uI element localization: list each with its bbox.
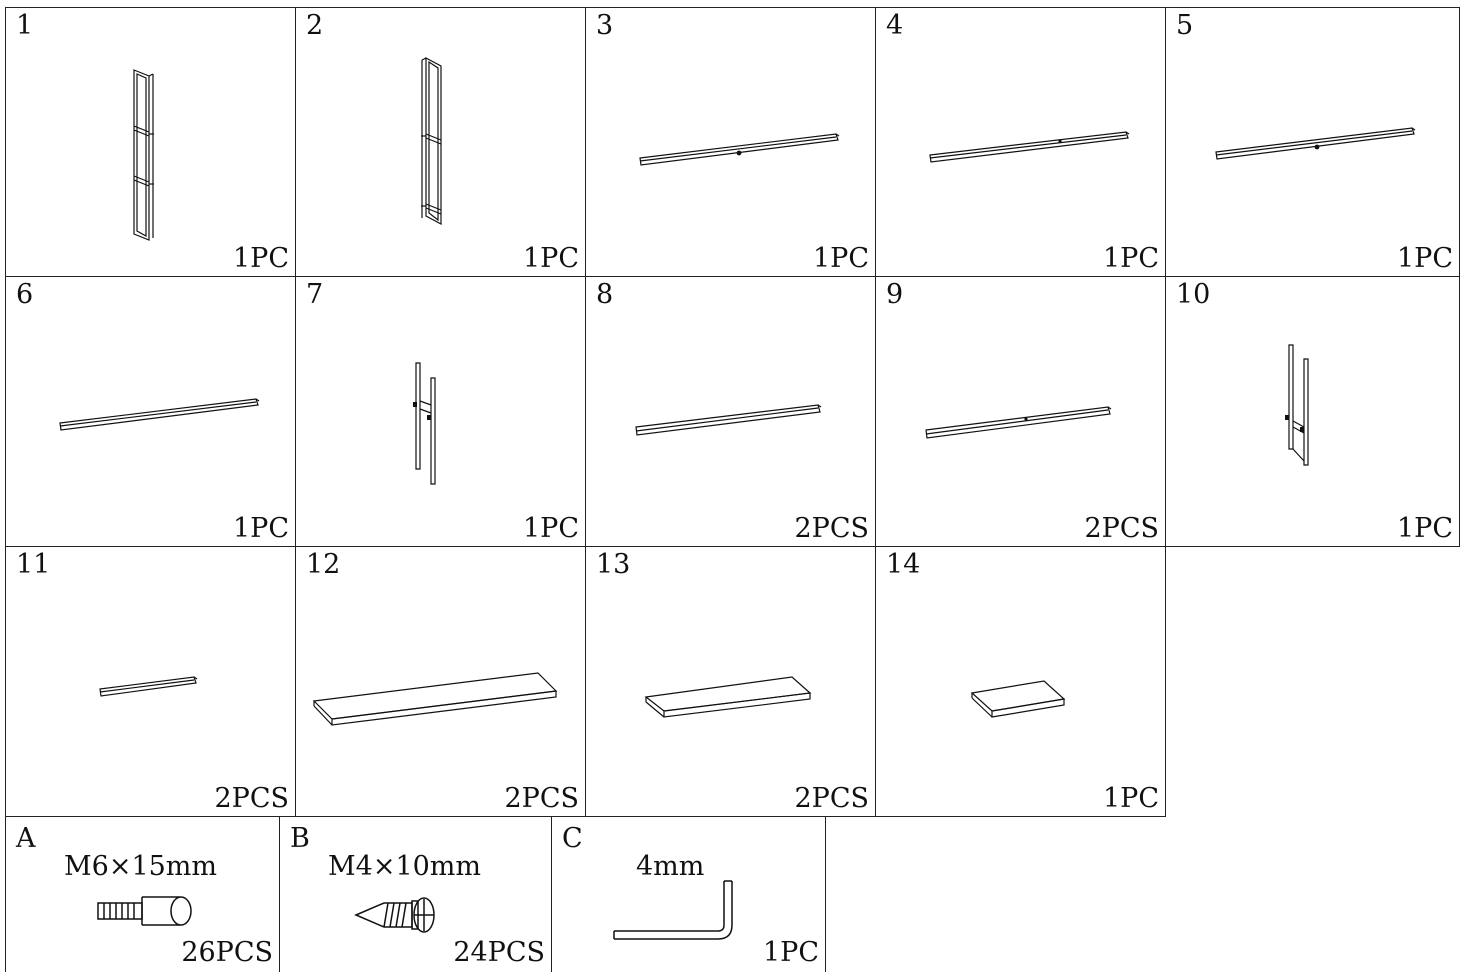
side-frame-left-icon: [6, 8, 295, 276]
part-cell-2: 2 1PC: [295, 7, 586, 277]
hardware-quantity: 1PC: [762, 937, 819, 968]
part-quantity: 2PCS: [794, 783, 869, 814]
part-quantity: 1PC: [1396, 513, 1453, 544]
long-rail-icon: [586, 8, 875, 276]
hardware-spec: 4mm: [636, 851, 705, 882]
part-cell-1: 1 1PC: [5, 7, 296, 277]
part-quantity: 1PC: [812, 243, 869, 274]
part-cell-6: 6 1PC: [5, 276, 296, 547]
part-quantity: 1PC: [1102, 243, 1159, 274]
part-cell-12: 12 2PCS: [295, 546, 586, 817]
part-number: 12: [306, 549, 341, 580]
part-cell-8: 8 2PCS: [585, 276, 876, 547]
medium-shelf-board-icon: [586, 547, 875, 816]
rail-icon: [586, 277, 875, 546]
rail-icon: [876, 277, 1165, 546]
part-quantity: 1PC: [232, 513, 289, 544]
part-quantity: 1PC: [522, 243, 579, 274]
part-number: 11: [16, 549, 51, 580]
short-frame-icon: [1285, 277, 1459, 546]
part-number: 6: [16, 279, 34, 310]
part-number: 8: [596, 279, 614, 310]
part-quantity: 2PCS: [794, 513, 869, 544]
hardware-letter: C: [562, 823, 583, 854]
screw-icon: [280, 817, 551, 972]
hardware-cell-b: B M4×10mm 24PCS: [279, 816, 552, 972]
hardware-quantity: 26PCS: [181, 937, 273, 968]
long-rail-icon: [1166, 8, 1459, 276]
allen-key-icon: [552, 817, 825, 972]
short-rail-icon: [6, 547, 295, 816]
part-number: 10: [1176, 279, 1211, 310]
part-cell-3: 3 1PC: [585, 7, 876, 277]
part-cell-9: 9 2PCS: [875, 276, 1166, 547]
part-cell-4: 4 1PC: [875, 7, 1166, 277]
part-quantity: 2PCS: [504, 783, 579, 814]
part-number: 1: [16, 10, 34, 41]
part-quantity: 1PC: [1102, 783, 1159, 814]
part-quantity: 2PCS: [214, 783, 289, 814]
long-shelf-board-icon: [296, 547, 585, 816]
part-cell-5: 5 1PC: [1165, 7, 1460, 277]
part-number: 2: [306, 10, 324, 41]
side-frame-right-icon: [296, 8, 585, 276]
long-rail-icon: [876, 8, 1165, 276]
upright-post-pair-icon: [413, 277, 585, 546]
part-number: 4: [886, 10, 904, 41]
part-number: 3: [596, 10, 614, 41]
part-cell-7: 7 1PC: [295, 276, 586, 547]
part-quantity: 1PC: [522, 513, 579, 544]
part-number: 5: [1176, 10, 1194, 41]
small-shelf-board-icon: [876, 547, 1165, 816]
part-number: 14: [886, 549, 921, 580]
long-rail-icon: [6, 277, 295, 546]
hardware-cell-a: A M6×15mm 26PCS: [5, 816, 280, 972]
hardware-spec: M4×10mm: [328, 851, 482, 882]
part-cell-10: 10 1PC: [1165, 276, 1460, 547]
part-number: 7: [306, 279, 324, 310]
part-cell-14: 14 1PC: [875, 546, 1166, 817]
hardware-spec: M6×15mm: [64, 851, 218, 882]
part-quantity: 1PC: [1396, 243, 1453, 274]
part-number: 9: [886, 279, 904, 310]
part-cell-11: 11 2PCS: [5, 546, 296, 817]
hardware-cell-c: C 4mm 1PC: [551, 816, 826, 972]
cam-bolt-icon: [6, 817, 279, 972]
hardware-letter: B: [290, 823, 310, 854]
part-number: 13: [596, 549, 631, 580]
hardware-letter: A: [16, 823, 36, 854]
part-cell-13: 13 2PCS: [585, 546, 876, 817]
hardware-quantity: 24PCS: [453, 937, 545, 968]
part-quantity: 2PCS: [1084, 513, 1159, 544]
part-quantity: 1PC: [232, 243, 289, 274]
